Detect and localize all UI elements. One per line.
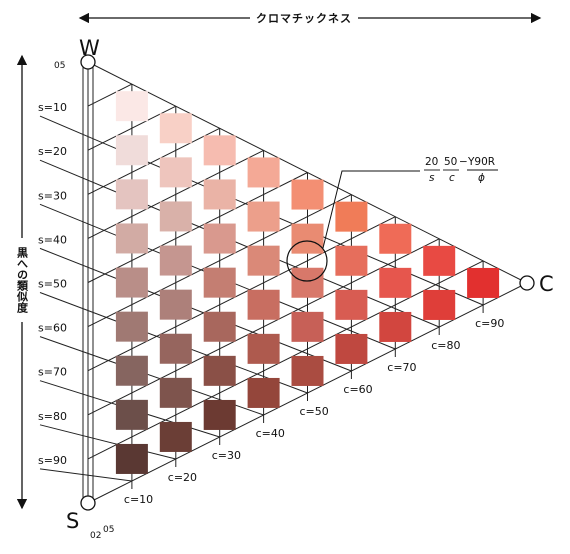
color-patch-c90-s0 bbox=[467, 267, 500, 298]
color-patch-c30-s30 bbox=[203, 267, 236, 298]
notation-chroma-symbol: c bbox=[449, 172, 455, 184]
notation-hue-value: Y90R bbox=[467, 156, 495, 168]
c-label-90: c=90 bbox=[475, 317, 504, 330]
black-pole-label: S bbox=[66, 509, 79, 533]
color-patch-c50-s0 bbox=[291, 179, 324, 210]
color-patch-c30-s50 bbox=[203, 355, 236, 386]
notation-blackness-value: 20 bbox=[425, 156, 438, 168]
blackness-line-s20 bbox=[39, 159, 440, 328]
color-pole-marker bbox=[519, 275, 535, 291]
color-patch-c40-s50 bbox=[247, 377, 280, 408]
color-pole-label: C bbox=[539, 272, 554, 296]
color-patch-c40-s40 bbox=[247, 333, 280, 364]
s-label-20: s=20 bbox=[38, 145, 67, 158]
chromaticness-labels: c=10 c=20 c=30 c=40 c=50 c=60 c=70 c=80 c=90 bbox=[124, 317, 504, 506]
whiteness-line-w50 bbox=[87, 172, 308, 283]
color-patch-c80-s10 bbox=[423, 289, 456, 320]
c-label-60: c=60 bbox=[343, 383, 372, 396]
notation-hue-symbol: ϕ bbox=[478, 172, 485, 184]
color-patch-c70-s10 bbox=[379, 267, 412, 298]
whiteness-line-w70 bbox=[87, 127, 220, 195]
color-patch-c40-s20 bbox=[247, 245, 280, 276]
color-patch-c60-s20 bbox=[335, 289, 368, 320]
blackness-axis-label: 黒への類似度 bbox=[16, 247, 30, 314]
color-patch-c10-s20 bbox=[115, 179, 148, 210]
blackness-labels: s=10 s=20 s=30 s=40 s=50 s=60 s=70 s=80 s=90 bbox=[38, 101, 67, 467]
blackness-line-s40 bbox=[39, 247, 352, 372]
black-pole-marker bbox=[80, 495, 96, 511]
color-patch-c30-s20 bbox=[203, 223, 236, 254]
top-edge-tick: 05 bbox=[54, 61, 65, 71]
c-label-70: c=70 bbox=[387, 361, 416, 374]
color-patch-c10-s30 bbox=[115, 223, 148, 254]
color-patch-c50-s20 bbox=[291, 267, 324, 298]
s-label-90: s=90 bbox=[38, 454, 67, 467]
color-patch-c20-s20 bbox=[159, 201, 192, 232]
whiteness-line-w90 bbox=[87, 83, 133, 107]
color-patch-c50-s30 bbox=[291, 311, 324, 342]
color-patch-c50-s40 bbox=[291, 355, 324, 386]
c-label-30: c=30 bbox=[212, 449, 241, 462]
blackness-line-s80 bbox=[39, 424, 176, 460]
color-patch-c10-s50 bbox=[115, 311, 148, 342]
color-patch-c40-s30 bbox=[247, 289, 280, 320]
s-label-10: s=10 bbox=[38, 101, 67, 114]
color-patch-c60-s0 bbox=[335, 201, 368, 232]
color-patch-c10-s0 bbox=[115, 91, 148, 122]
color-patch-c30-s40 bbox=[203, 311, 236, 342]
notation-leader bbox=[322, 170, 420, 249]
highlight-circle bbox=[286, 240, 328, 282]
s-label-70: s=70 bbox=[38, 366, 67, 379]
color-patch-c60-s30 bbox=[335, 333, 368, 364]
color-patch-c10-s60 bbox=[115, 355, 148, 386]
blackness-line-s90 bbox=[39, 468, 132, 482]
color-patch-c70-s20 bbox=[379, 311, 412, 342]
white-pole-label: W bbox=[79, 36, 100, 60]
color-patch-c70-s0 bbox=[379, 223, 412, 254]
color-patch-c20-s60 bbox=[159, 377, 192, 408]
s-label-80: s=80 bbox=[38, 410, 67, 423]
bottom-edge-tick-02: 02 bbox=[90, 531, 101, 541]
color-patch-c60-s10 bbox=[335, 245, 368, 276]
bottom-edge-tick-05: 05 bbox=[103, 525, 114, 535]
ncs-notation: 20 s 50 c − Y90R ϕ bbox=[424, 156, 498, 184]
notation-dash: − bbox=[459, 156, 468, 168]
s-label-40: s=40 bbox=[38, 233, 67, 246]
color-patch-c20-s40 bbox=[159, 289, 192, 320]
color-patch-c80-s0 bbox=[423, 245, 456, 276]
color-patch-c10-s10 bbox=[115, 135, 148, 166]
color-patch-c50-s10 bbox=[291, 223, 324, 254]
color-patch-c20-s70 bbox=[159, 421, 192, 452]
color-patch-c20-s30 bbox=[159, 245, 192, 276]
color-patch-c20-s50 bbox=[159, 333, 192, 364]
c-label-50: c=50 bbox=[300, 405, 329, 418]
color-patch-c30-s10 bbox=[203, 179, 236, 210]
color-patches bbox=[115, 91, 500, 474]
color-patch-c10-s40 bbox=[115, 267, 148, 298]
color-patch-c20-s0 bbox=[159, 113, 192, 144]
color-patch-c10-s80 bbox=[115, 443, 148, 474]
c-label-10: c=10 bbox=[124, 493, 153, 506]
white-pole-marker bbox=[80, 54, 96, 70]
color-patch-c40-s10 bbox=[247, 201, 280, 232]
s-label-50: s=50 bbox=[38, 278, 67, 291]
s-label-60: s=60 bbox=[38, 322, 67, 335]
color-patch-c10-s70 bbox=[115, 399, 148, 430]
notation-blackness-symbol: s bbox=[429, 172, 435, 184]
s-label-30: s=30 bbox=[38, 189, 67, 202]
c-label-80: c=80 bbox=[431, 339, 460, 352]
whiteness-line-w30 bbox=[87, 216, 396, 372]
color-patch-c30-s0 bbox=[203, 135, 236, 166]
color-patch-c20-s10 bbox=[159, 157, 192, 188]
c-label-40: c=40 bbox=[256, 427, 285, 440]
chroma-axis-label: クロマチックネス bbox=[256, 12, 352, 25]
c-label-20: c=20 bbox=[168, 471, 197, 484]
grid-lines bbox=[39, 61, 528, 508]
notation-chroma-value: 50 bbox=[444, 156, 457, 168]
whiteness-line-w10 bbox=[87, 260, 484, 460]
color-patch-c30-s60 bbox=[203, 399, 236, 430]
color-patch-c40-s0 bbox=[247, 157, 280, 188]
